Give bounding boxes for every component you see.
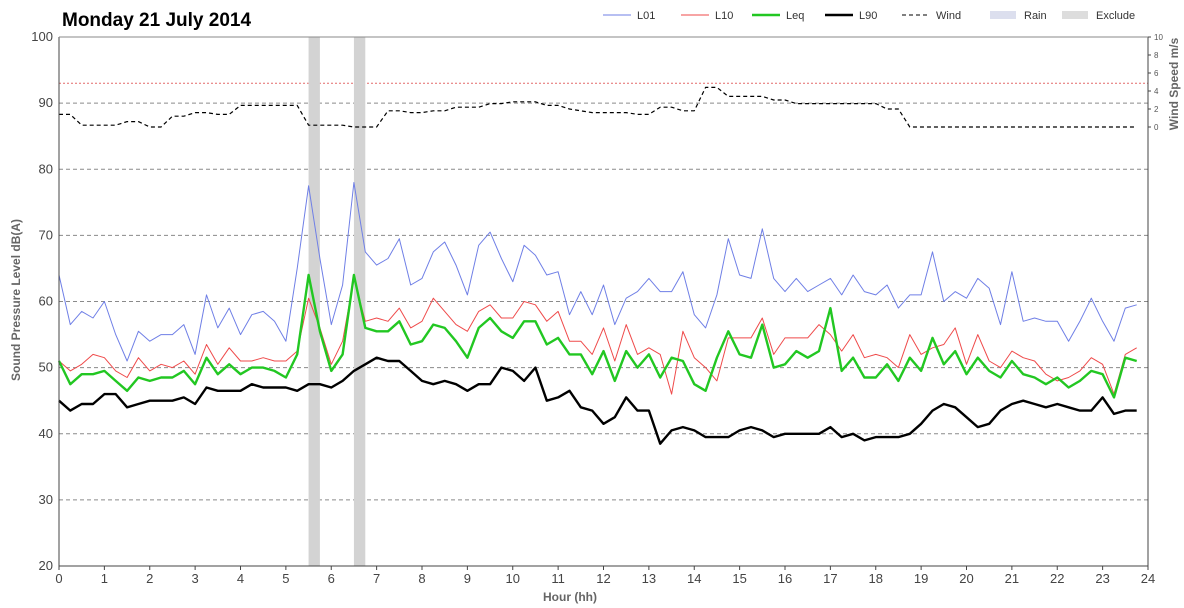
- x-tick-label: 5: [282, 571, 289, 586]
- legend-swatch: [1062, 11, 1088, 19]
- x-tick-label: 12: [596, 571, 610, 586]
- y2-tick-label: 2: [1154, 105, 1159, 114]
- y-tick-label: 50: [39, 360, 53, 375]
- x-tick-label: 14: [687, 571, 701, 586]
- x-tick-label: 23: [1095, 571, 1109, 586]
- chart-title: Monday 21 July 2014: [62, 10, 251, 31]
- series-line-wind: [59, 86, 1137, 128]
- y2-axis-label: Wind Speed m/s: [1167, 37, 1181, 130]
- y2-tick-label: 6: [1154, 69, 1159, 78]
- x-tick-label: 21: [1005, 571, 1019, 586]
- grid: [59, 82, 1148, 501]
- x-tick-label: 8: [418, 571, 425, 586]
- y-tick-label: 70: [39, 227, 53, 242]
- x-tick-label: 11: [551, 571, 565, 586]
- exclude-bands: [308, 37, 366, 566]
- x-tick-label: 16: [778, 571, 792, 586]
- x-tick-label: 24: [1141, 571, 1155, 586]
- x-tick-label: 15: [732, 571, 746, 586]
- legend-label: L01: [637, 10, 655, 22]
- y2-tick-label: 8: [1154, 51, 1159, 60]
- x-tick-label: 1: [101, 571, 108, 586]
- y2-tick-label: 0: [1154, 123, 1159, 132]
- x-tick-label: 6: [328, 571, 335, 586]
- x-tick-label: 18: [869, 571, 883, 586]
- y-tick-label: 40: [39, 426, 53, 441]
- x-tick-label: 2: [146, 571, 153, 586]
- y-tick-label: 20: [39, 558, 53, 573]
- y-tick-label: 100: [31, 29, 53, 44]
- x-tick-label: 0: [55, 571, 62, 586]
- y2-tick-label: 4: [1154, 87, 1159, 96]
- legend: L01 L10 Leq L90 Wind Rain Exclude: [603, 10, 1135, 22]
- y-tick-label: 60: [39, 294, 53, 309]
- y-tick-label: 90: [39, 95, 53, 110]
- x-tick-label: 3: [192, 571, 199, 586]
- x-tick-label: 22: [1050, 571, 1064, 586]
- y-tick-label: 80: [39, 161, 53, 176]
- y-axis-label: Sound Pressure Level dB(A): [9, 219, 23, 381]
- series-lines: [57, 86, 1138, 445]
- x-tick-label: 10: [506, 571, 520, 586]
- legend-label: Wind: [936, 10, 961, 22]
- legend-label: L10: [715, 10, 733, 22]
- x-tick-label: 19: [914, 571, 928, 586]
- y2-tick-label: 10: [1154, 33, 1163, 42]
- x-tick-label: 4: [237, 571, 244, 586]
- series-line-l01: [58, 182, 1137, 362]
- x-tick-label: 20: [959, 571, 973, 586]
- legend-label: Rain: [1024, 10, 1047, 22]
- legend-swatch: [990, 11, 1016, 19]
- x-tick-label: 17: [823, 571, 837, 586]
- legend-label: L90: [859, 10, 877, 22]
- y-tick-label: 30: [39, 492, 53, 507]
- x-tick-label: 7: [373, 571, 380, 586]
- x-axis-label: Hour (hh): [543, 590, 597, 604]
- legend-label: Leq: [786, 10, 804, 22]
- x-tick-label: 13: [642, 571, 656, 586]
- x-tick-label: 9: [464, 571, 471, 586]
- series-line-l90: [58, 356, 1137, 445]
- series-line-l10: [58, 277, 1137, 395]
- series-line-leq: [57, 273, 1138, 399]
- legend-label: Exclude: [1096, 10, 1135, 22]
